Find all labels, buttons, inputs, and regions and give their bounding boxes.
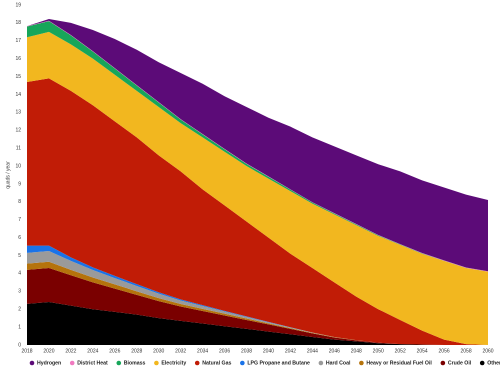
- legend-item: Natural Gas: [194, 360, 231, 366]
- y-tick-label: 18: [15, 20, 21, 26]
- x-tick-label: 2018: [21, 348, 32, 354]
- y-tick-label: 15: [15, 74, 21, 80]
- x-tick-label: 2050: [373, 348, 384, 354]
- y-tick-label: 0: [18, 342, 21, 348]
- legend-marker: [479, 360, 485, 366]
- x-tick-label: 2034: [197, 348, 208, 354]
- legend-item: Biomass: [116, 360, 146, 366]
- legend-label: Hydrogen: [37, 360, 61, 366]
- legend-marker: [240, 360, 245, 366]
- x-tick-label: 2026: [109, 348, 120, 354]
- x-tick-label: 2028: [131, 348, 142, 354]
- x-tick-label: 2044: [307, 348, 318, 354]
- legend-label: Electricity: [161, 360, 186, 366]
- legend-label: LPG Propane and Butane: [247, 360, 310, 366]
- legend-marker: [318, 360, 324, 366]
- x-tick-label: 2060: [482, 348, 493, 354]
- areas: [27, 18, 488, 346]
- legend-item: Other Petroleum: [479, 360, 500, 366]
- x-tick-label: 2040: [263, 348, 274, 354]
- y-tick-label: 13: [15, 110, 21, 116]
- y-tick-label: 1: [18, 324, 21, 330]
- x-tick-label: 2056: [439, 348, 450, 354]
- x-tick-label: 2022: [65, 348, 76, 354]
- y-tick-label: 16: [15, 56, 21, 62]
- legend-marker: [154, 360, 159, 366]
- area: [27, 78, 488, 346]
- legend-item: LPG Propane and Butane: [240, 360, 310, 366]
- y-tick-label: 10: [15, 163, 21, 169]
- legend-item: Electricity: [154, 360, 186, 366]
- y-tick-label: 19: [15, 2, 21, 8]
- y-tick-label: 17: [15, 38, 21, 44]
- x-tick-label: 2058: [460, 348, 471, 354]
- y-tick-label: 5: [18, 253, 21, 259]
- legend-item: Hydrogen: [29, 360, 61, 366]
- legend-item: Hard Coal: [318, 360, 351, 366]
- x-tick-label: 2042: [285, 348, 296, 354]
- legend-marker: [194, 360, 200, 366]
- legend-marker: [440, 360, 446, 366]
- x-tick-label: 2048: [351, 348, 362, 354]
- y-tick-label: 6: [18, 235, 21, 241]
- y-tick-label: 2: [18, 307, 21, 313]
- legend-marker: [69, 360, 75, 366]
- area: [27, 302, 488, 345]
- y-tick-label: 7: [18, 217, 21, 223]
- y-axis-label: quads / year: [5, 161, 11, 189]
- legend-label: Crude Oil: [448, 360, 472, 366]
- area: [27, 31, 488, 346]
- x-tick-label: 2024: [87, 348, 98, 354]
- x-tick-label: 2030: [153, 348, 164, 354]
- x-tick-label: 2032: [175, 348, 186, 354]
- legend-marker: [29, 360, 35, 366]
- y-tick-label: 4: [18, 271, 21, 277]
- legend-marker: [116, 360, 122, 366]
- legend-item: District Heat: [69, 360, 108, 366]
- y-tick-label: 3: [18, 289, 21, 295]
- legend-label: Other Petroleum: [487, 360, 500, 366]
- x-tick-label: 2036: [219, 348, 230, 354]
- y-tick-label: 11: [16, 145, 21, 151]
- area: [27, 18, 488, 272]
- legend-label: Biomass: [124, 360, 146, 366]
- x-tick-label: 2046: [329, 348, 340, 354]
- legend-marker: [359, 360, 364, 366]
- x-tick-label: 2052: [395, 348, 406, 354]
- legend-label: Natural Gas: [202, 360, 231, 366]
- legend-item: Heavy or Residual Fuel Oil: [359, 360, 432, 366]
- x-tick-label: 2054: [417, 348, 428, 354]
- legend-item: Crude Oil: [440, 360, 472, 366]
- legend-label: Heavy or Residual Fuel Oil: [366, 360, 432, 366]
- area: [27, 268, 488, 345]
- y-tick-label: 8: [18, 199, 21, 205]
- legend-label: District Heat: [77, 360, 108, 366]
- legend-label: Hard Coal: [326, 360, 351, 366]
- x-tick-label: 2038: [241, 348, 252, 354]
- y-tick-label: 9: [18, 181, 21, 187]
- y-tick-label: 12: [15, 128, 21, 134]
- x-tick-label: 2020: [43, 348, 54, 354]
- y-tick-label: 14: [15, 92, 21, 98]
